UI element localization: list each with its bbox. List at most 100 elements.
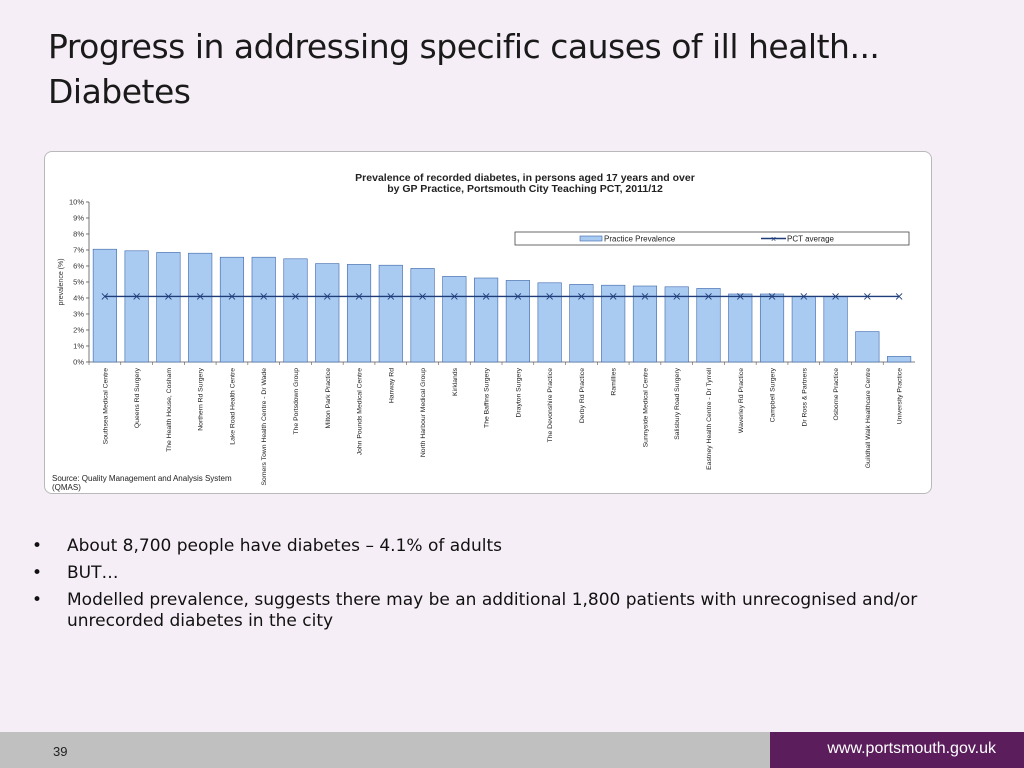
x-tick-label: Milton Park Practice: [325, 368, 332, 429]
pct-average-marker: [133, 293, 140, 300]
website-link[interactable]: www.portsmouth.gov.uk: [827, 740, 996, 757]
x-tick-label: Northern Rd Surgery: [198, 367, 205, 430]
bar: [823, 296, 848, 363]
x-tick-label: Derby Rd Practice: [579, 368, 586, 423]
chart-legend: Practice Prevalence ✕ PCT average: [514, 231, 910, 246]
slide-title: Progress in addressing specific causes o…: [48, 27, 880, 111]
bar: [378, 264, 403, 363]
pct-average-marker: [864, 293, 871, 300]
pct-average-marker: [609, 293, 617, 300]
pct-average-marker: [451, 293, 458, 300]
y-tick-label: 9%: [73, 214, 84, 223]
y-tick-label: 0%: [73, 358, 84, 367]
y-tick-label: 6%: [73, 262, 84, 271]
pct-average-marker: [736, 293, 744, 300]
prevalence-bar-chart: Prevalence of recorded diabetes, in pers…: [52, 172, 915, 492]
x-tick-label: Ramillies: [611, 367, 618, 395]
y-tick-label: 8%: [73, 230, 84, 239]
pct-average-marker: [196, 293, 204, 300]
source-note-line-1: Source: Quality Management and Analysis …: [52, 474, 232, 483]
pct-average-marker: [228, 293, 236, 300]
x-tick-label: Somers Town Health Centre - Dr Wade: [261, 368, 268, 486]
chart-title-line-1: Prevalence of recorded diabetes, in pers…: [355, 172, 695, 184]
bar: [537, 282, 562, 363]
pct-average-marker: [895, 293, 903, 300]
bar: [442, 276, 467, 363]
legend-label-practice-prevalence: Practice Prevalence: [604, 235, 676, 244]
bar: [92, 248, 117, 363]
legend-box: [514, 231, 910, 246]
pct-average-marker: [482, 293, 490, 300]
x-tick-label: Campbell Surgery: [770, 367, 777, 422]
bar: [156, 252, 181, 363]
bar: [410, 268, 435, 363]
x-tick-label: The Health House, Cosham: [166, 368, 173, 452]
x-tick-label: The Devonshire Practice: [547, 368, 554, 443]
x-tick-label: John Pounds Medical Centre: [357, 368, 364, 455]
x-tick-label: Hanway Rd: [388, 368, 395, 403]
bullet-list: About 8,700 people have diabetes – 4.1% …: [30, 536, 990, 638]
pct-average-marker: [419, 293, 426, 300]
bullet-item: About 8,700 people have diabetes – 4.1% …: [30, 536, 990, 557]
y-tick-label: 4%: [73, 294, 84, 303]
x-tick-label: Salisbury Road Surgery: [674, 367, 681, 439]
bar: [251, 256, 276, 363]
pct-average-marker: [387, 293, 395, 300]
pct-average-marker: [260, 293, 268, 300]
footer-brand-bar: [770, 732, 1024, 768]
bar: [632, 285, 658, 363]
bar: [696, 288, 721, 363]
bar: [505, 280, 530, 363]
bar: [759, 293, 785, 363]
x-tick-label: Drayton Surgery: [515, 367, 522, 417]
x-tick-label: The Baffins Surgery: [484, 367, 491, 428]
pct-average-marker: [323, 293, 331, 300]
y-tick-label: 3%: [73, 310, 84, 319]
bar: [855, 331, 880, 363]
pct-average-marker: [673, 293, 681, 300]
y-tick-label: 5%: [73, 278, 84, 287]
pct-average-marker: [832, 293, 839, 300]
x-tick-label: Sunnyside Medical Centre: [642, 368, 649, 448]
footer-bar: [0, 732, 770, 768]
x-tick-label: North Harbour Medical Group: [420, 368, 427, 457]
pct-average-marker: [101, 293, 109, 300]
bar: [601, 284, 626, 363]
y-tick-label: 10%: [69, 198, 84, 207]
pct-average-marker: [165, 293, 172, 300]
legend-marker-pct-average: ✕: [771, 236, 777, 244]
bar: [887, 356, 912, 363]
page-number: 39: [53, 744, 68, 759]
bar: [188, 252, 213, 363]
pct-average-marker: [578, 293, 585, 300]
bullet-item: BUT…: [30, 563, 990, 584]
x-tick-label: University Practice: [897, 368, 904, 424]
x-tick-label: The Portsdown Group: [293, 368, 300, 435]
bar: [728, 293, 753, 363]
plot-area: 0% 1% 2% 3% 4% 5% 6% 7% 8% 9% 10% Southsea Medical …: [69, 198, 915, 486]
pct-average-marker: [705, 293, 712, 300]
bar: [346, 264, 372, 363]
bar: [315, 263, 340, 363]
y-axis-label: prevalence (%): [58, 258, 65, 305]
x-tick-label: Kirklands: [452, 367, 459, 396]
x-tick-label: Eastney Health Centre - Dr Tyrrell: [706, 368, 713, 470]
bar: [219, 256, 245, 363]
pct-average-marker: [546, 293, 553, 300]
bar: [664, 286, 689, 363]
x-tick-label: Lake Road Health Centre: [229, 368, 236, 445]
y-tick-label: 2%: [73, 326, 84, 335]
bar: [283, 258, 308, 363]
pct-average-marker: [292, 293, 299, 300]
chart-panel: Prevalence of recorded diabetes, in pers…: [44, 151, 932, 494]
x-tick-label: Southsea Medical Centre: [102, 368, 109, 445]
bullet-item: Modelled prevalence, suggests there may …: [30, 590, 990, 632]
pct-average-marker: [355, 293, 363, 300]
x-tick-label: Dr Ross & Partners: [801, 367, 808, 426]
bar: [569, 284, 594, 363]
y-tick-label: 1%: [73, 342, 84, 351]
legend-label-pct-average: PCT average: [787, 235, 835, 244]
pct-average-marker: [800, 293, 808, 300]
bar: [474, 277, 499, 363]
pct-average-marker: [514, 293, 522, 300]
